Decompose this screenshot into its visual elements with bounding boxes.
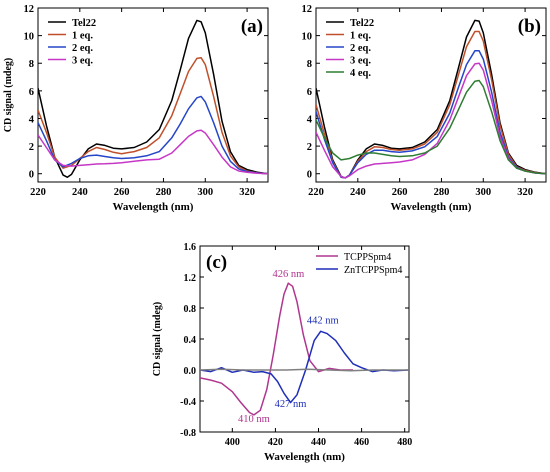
- legend-entry: ZnTCPPSpm4: [344, 265, 402, 276]
- panel-label: (c): [206, 252, 227, 273]
- y-tick-label: 4: [307, 114, 313, 125]
- panel-c: 400 420 440 460 480 -0.8 -0.4 0.0 0.4 0.8 1.2 1.6 Wa…: [152, 242, 412, 463]
- y-tick-label: 2: [29, 142, 34, 153]
- y-tick-label: 0.4: [184, 335, 197, 346]
- x-tick-label: 240: [350, 187, 366, 198]
- x-tick-label: 440: [311, 437, 326, 448]
- x-tick-label: 260: [114, 187, 130, 198]
- y-tick-label: -0.8: [180, 428, 196, 439]
- series-line-4-eq-: [316, 79, 546, 175]
- legend-entry: Tel22: [350, 18, 374, 29]
- y-tick-label: 4: [29, 114, 35, 125]
- panel-a: 220 240 260 280 300 320 0 2 4 6 8 10 12 Wavelength (n…: [3, 4, 269, 213]
- x-tick-label: 280: [156, 187, 172, 198]
- y-tick-label: 0.8: [184, 304, 197, 315]
- x-tick-label: 420: [268, 437, 283, 448]
- y-tick-label: 8: [29, 59, 34, 70]
- y-tick-label: 0: [29, 170, 34, 181]
- series-line-tel22: [38, 19, 268, 178]
- panel-b: 220 240 260 280 300 320 0 2 4 6 8 10 12 Wavelength (n…: [302, 4, 547, 213]
- legend-entry: 1 eq.: [350, 31, 371, 42]
- x-tick-label: 280: [434, 187, 450, 198]
- x-tick-label: 400: [225, 437, 240, 448]
- series-line-1-eq-: [38, 56, 268, 175]
- x-tick-label: 240: [72, 187, 88, 198]
- y-tick-label: 8: [307, 59, 312, 70]
- series-line-tcppspm4: [200, 282, 353, 416]
- x-tick-label: 260: [392, 187, 408, 198]
- legend-entry: 3 eq.: [350, 56, 371, 67]
- x-tick-label: 220: [30, 187, 46, 198]
- legend-entry: TCPPSpm4: [344, 252, 391, 263]
- y-tick-label: 0: [307, 170, 312, 181]
- x-axis-label: Wavelength (nm): [264, 451, 345, 463]
- legend-entry: Tel22: [72, 18, 96, 29]
- legend-entry: 1 eq.: [72, 31, 93, 42]
- series-line-2-eq-: [38, 95, 268, 175]
- y-tick-label: 10: [24, 32, 35, 43]
- y-tick-label: 2: [307, 142, 312, 153]
- y-axis-label: CD signal (mdeg): [152, 302, 163, 376]
- x-tick-label: 320: [239, 187, 255, 198]
- x-tick-label: 460: [354, 437, 369, 448]
- plot-frame: [315, 7, 547, 183]
- peak-annotation: 427 nm: [275, 399, 307, 410]
- x-axis-label: Wavelength (nm): [391, 201, 472, 213]
- legend-entry: 2 eq.: [350, 43, 371, 54]
- y-tick-label: 12: [24, 4, 35, 15]
- x-tick-label: 320: [517, 187, 533, 198]
- y-tick-label: -0.4: [180, 397, 196, 408]
- y-tick-label: 12: [302, 4, 313, 15]
- y-tick-label: 0.0: [184, 366, 197, 377]
- legend-entry: 3 eq.: [72, 56, 93, 67]
- y-axis-label: CD signal (mdeg): [3, 58, 14, 132]
- series-line-3-eq-: [38, 129, 268, 175]
- peak-annotation: 426 nm: [272, 269, 304, 280]
- y-tick-label: 6: [307, 87, 312, 98]
- y-tick-label: 1.6: [184, 242, 197, 253]
- legend-entry: 2 eq.: [72, 43, 93, 54]
- x-tick-label: 220: [308, 187, 324, 198]
- y-tick-label: 1.2: [184, 273, 197, 284]
- x-axis-label: Wavelength (nm): [113, 201, 194, 213]
- y-tick-label: 6: [29, 87, 34, 98]
- plot-frame: [37, 7, 269, 183]
- y-tick-label: 10: [302, 32, 313, 43]
- panel-label: (a): [241, 16, 263, 37]
- legend-entry: 4 eq.: [350, 68, 371, 79]
- series-line-baseline: [200, 368, 409, 372]
- x-tick-label: 300: [475, 187, 491, 198]
- x-tick-label: 480: [397, 437, 412, 448]
- panel-label: (b): [518, 16, 541, 37]
- peak-annotation: 410 nm: [238, 414, 270, 425]
- peak-annotation: 442 nm: [307, 316, 339, 327]
- x-tick-label: 300: [197, 187, 213, 198]
